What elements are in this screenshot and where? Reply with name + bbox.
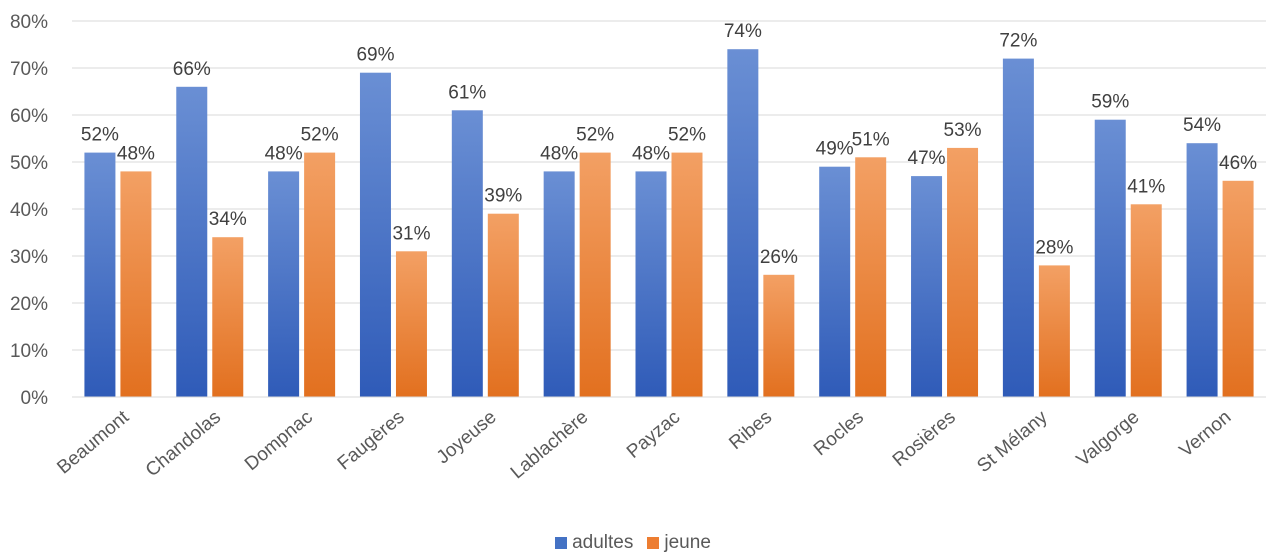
x-tick-label: Vernon	[1176, 407, 1236, 462]
data-label-adultes: 47%	[908, 148, 946, 169]
bar-adultes-beaumont	[84, 152, 116, 397]
data-label-jeune: 52%	[668, 125, 706, 146]
data-label-adultes: 69%	[356, 45, 394, 66]
bar-jeune-dompnac	[304, 152, 336, 397]
data-label-jeune: 51%	[852, 129, 890, 150]
data-label-jeune: 39%	[484, 186, 522, 207]
data-label-adultes: 72%	[999, 31, 1037, 52]
x-tick-label: Chandolas	[142, 407, 225, 481]
data-labels: 52%48%66%34%48%52%69%31%61%39%48%52%48%5…	[81, 21, 1257, 268]
data-label-jeune: 46%	[1219, 153, 1257, 174]
data-label-adultes: 59%	[1091, 92, 1129, 113]
y-tick-label: 30%	[10, 247, 48, 268]
bar-adultes-vernon	[1186, 143, 1218, 397]
x-tick-label: St Mélany	[973, 406, 1052, 477]
y-tick-label: 10%	[10, 341, 48, 362]
bar-jeune-vernon	[1222, 180, 1254, 397]
data-label-adultes: 61%	[448, 82, 486, 103]
bar-adultes-rosières	[911, 176, 943, 397]
bar-jeune-rocles	[855, 157, 887, 397]
data-label-jeune: 48%	[117, 143, 155, 164]
bar-adultes-dompnac	[268, 171, 300, 397]
data-label-jeune: 31%	[392, 223, 430, 244]
legend-item-adultes: adultes	[555, 532, 633, 554]
bar-adultes-faugères	[359, 72, 391, 397]
bar-jeune-payzac	[671, 152, 703, 397]
data-label-jeune: 52%	[301, 125, 339, 146]
bar-adultes-rocles	[819, 166, 851, 397]
y-tick-label: 0%	[21, 388, 49, 409]
bar-adultes-payzac	[635, 171, 667, 397]
bar-jeune-st-mélany	[1038, 265, 1070, 397]
x-tick-label: Rocles	[810, 407, 868, 460]
x-tick-label: Payzac	[623, 407, 684, 463]
legend-swatch-adultes	[555, 537, 568, 549]
data-label-jeune: 28%	[1035, 237, 1073, 258]
bar-jeune-beaumont	[120, 171, 152, 397]
bar-adultes-lablachère	[543, 171, 575, 397]
x-tick-label: Rosières	[889, 407, 960, 471]
x-tick-label: Beaumont	[53, 406, 133, 478]
bar-jeune-ribes	[763, 274, 795, 397]
x-tick-label: Ribes	[725, 407, 776, 454]
x-tick-label: Faugères	[334, 407, 409, 475]
data-label-adultes: 52%	[81, 125, 119, 146]
data-label-adultes: 54%	[1183, 115, 1221, 136]
bar-adultes-chandolas	[176, 86, 208, 398]
bar-jeune-chandolas	[212, 237, 244, 397]
data-label-adultes: 49%	[816, 139, 854, 160]
data-label-jeune: 41%	[1127, 176, 1165, 197]
bar-jeune-joyeuse	[487, 213, 519, 397]
x-tick-label: Lablachère	[507, 407, 593, 484]
x-axis: Beaumont Chandolas Dompnac Faugères Joyeuse L…	[53, 396, 1266, 484]
gridlines	[72, 20, 1266, 398]
legend-label-jeune: jeune	[664, 532, 711, 553]
bar-jeune-faugères	[395, 251, 427, 397]
data-label-jeune: 26%	[760, 247, 798, 268]
y-tick-label: 50%	[10, 153, 48, 174]
bars	[84, 49, 1254, 398]
data-label-jeune: 34%	[209, 209, 247, 230]
data-label-jeune: 53%	[944, 120, 982, 141]
x-tick-label: Dompnac	[241, 407, 317, 475]
y-tick-label: 70%	[10, 59, 48, 80]
y-axis: 0% 10% 20% 30% 40% 50% 60% 70% 80%	[10, 12, 48, 409]
bar-adultes-valgorge	[1094, 119, 1126, 397]
legend-item-jeune: jeune	[647, 532, 711, 554]
data-label-adultes: 66%	[173, 59, 211, 80]
y-tick-label: 40%	[10, 200, 48, 221]
bar-adultes-ribes	[727, 49, 759, 397]
data-label-adultes: 48%	[632, 143, 670, 164]
data-label-adultes: 74%	[724, 21, 762, 42]
x-tick-label: Valgorge	[1073, 407, 1144, 471]
legend: adultes jeune	[0, 532, 1266, 554]
data-label-adultes: 48%	[540, 143, 578, 164]
bar-jeune-valgorge	[1130, 204, 1162, 397]
legend-label-adultes: adultes	[572, 532, 634, 553]
bar-chart: 0%10%20%30%40%50%60%70%80% 52%48%66%34%4…	[10, 12, 1266, 484]
data-label-jeune: 52%	[576, 125, 614, 146]
y-tick-label: 20%	[10, 294, 48, 315]
y-tick-label: 60%	[10, 106, 48, 127]
bar-adultes-st-mélany	[1002, 58, 1034, 397]
bar-jeune-lablachère	[579, 152, 611, 397]
legend-swatch-jeune	[647, 537, 660, 549]
x-tick-label: Joyeuse	[433, 407, 501, 469]
data-label-adultes: 48%	[265, 143, 303, 164]
bar-adultes-joyeuse	[451, 110, 483, 398]
y-tick-label: 80%	[10, 12, 48, 33]
bar-jeune-rosières	[947, 147, 979, 397]
